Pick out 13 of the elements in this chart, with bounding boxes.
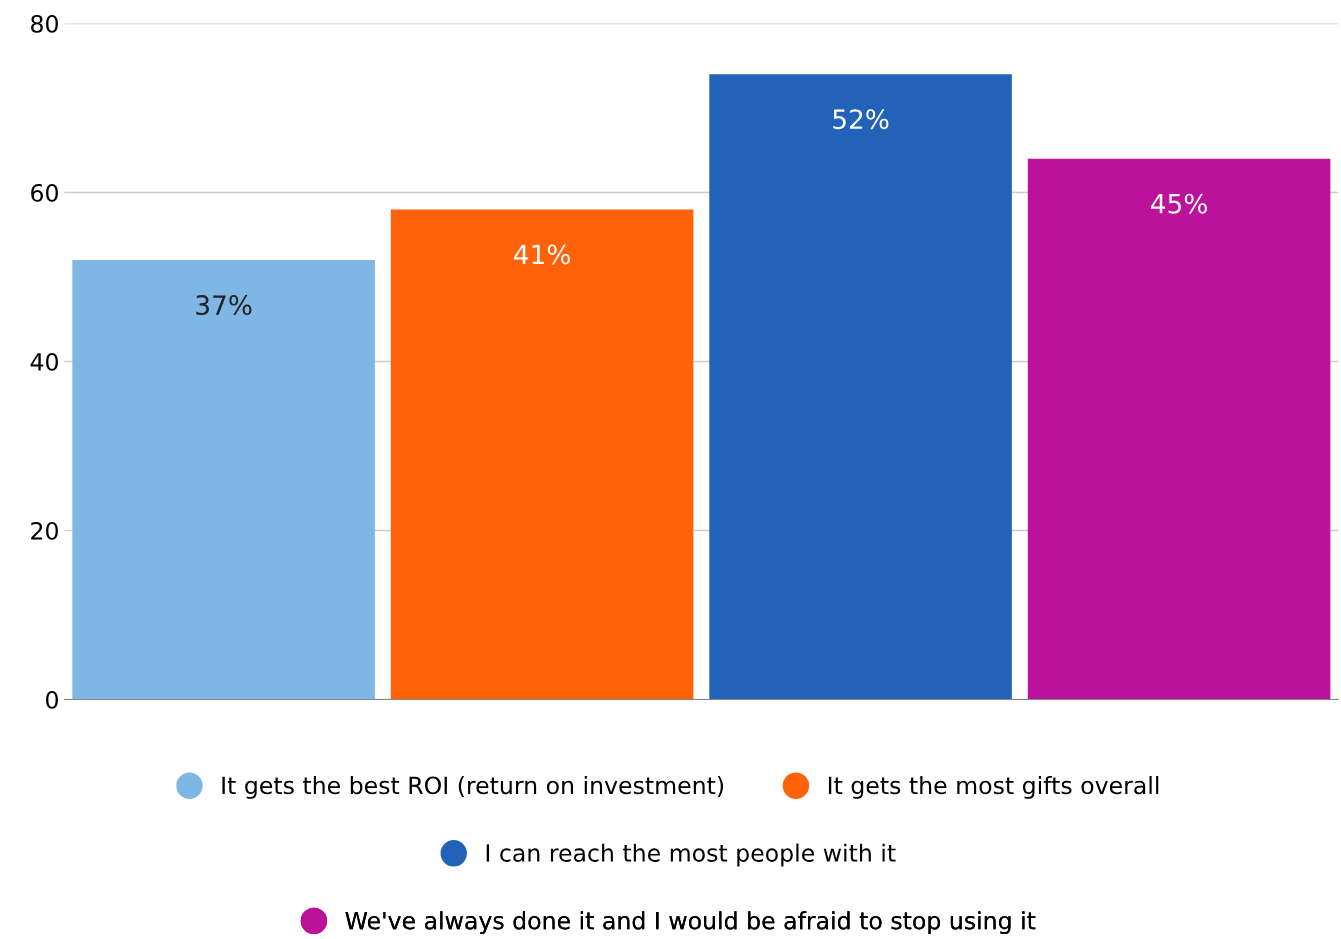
legend-label: I can reach the most people with it: [486, 843, 896, 867]
y-tick-label: 80: [31, 14, 58, 33]
legend-label: It gets the most gifts overall: [828, 776, 1159, 799]
y-tick-label: 20: [31, 521, 58, 540]
annotation: 52%: [833, 109, 889, 130]
y-tick-label: 0: [46, 691, 58, 709]
legend-label: It gets the best ROI (return on investment): [222, 776, 724, 799]
annotation: 41%: [514, 244, 570, 265]
annotation: 45%: [1151, 193, 1207, 214]
legend-label: We've always done it and I would be afraid to stop using it: [345, 911, 1036, 935]
y-tick-label: 60: [31, 183, 58, 202]
annotation: 37%: [196, 295, 252, 316]
y-tick-label: 40: [30, 352, 58, 371]
